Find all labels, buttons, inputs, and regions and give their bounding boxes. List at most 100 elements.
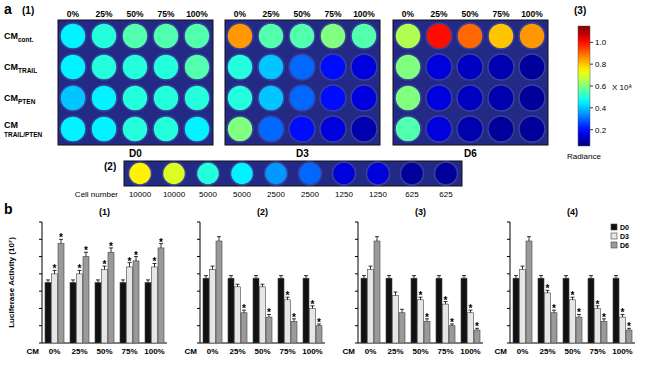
sub-label: (1) [22,5,34,16]
row-label-sub: TRAIL [18,67,37,74]
error-cap [204,275,208,276]
y-axis [42,222,43,343]
plate: 0%25%50%75%100%D3 [225,9,380,159]
row-label-sub: PTEN [18,98,36,105]
bar [576,317,582,343]
well [91,23,117,49]
significance-mark: * [134,250,138,261]
bar [310,308,316,343]
significance-mark: * [621,307,625,318]
bar [241,313,247,343]
error-bar [211,266,215,269]
x-tick-label: 100% [144,347,164,356]
well [426,54,452,80]
well [457,116,483,142]
error-line [212,266,213,269]
bar [588,278,594,343]
bar [260,287,266,343]
well [197,162,220,185]
column-label: 100% [521,9,543,19]
column-label: 0% [67,9,80,19]
bar [228,278,234,343]
error-line [395,292,396,295]
cell-number: 1250 [369,190,387,199]
error-cap [146,279,150,280]
well [258,116,284,142]
well [60,85,86,111]
cell-number: 625 [439,190,453,199]
well [153,116,179,142]
significance-mark: * [53,263,57,274]
error-line [377,237,378,241]
well [519,54,545,80]
well [258,85,284,111]
error-cap [589,275,593,276]
bar [620,317,626,343]
bar [443,304,449,343]
well [227,85,253,111]
chart-title: (3) [415,207,426,217]
colorbar-tick [590,86,593,87]
legend-swatch [611,224,617,230]
well [395,23,421,49]
well [227,54,253,80]
well [184,54,210,80]
well [122,54,148,80]
bar [613,278,619,343]
error-line [370,266,371,269]
column-label: 25% [430,9,447,19]
x-tick-label: 100% [612,347,632,356]
column-label: 50% [461,9,478,19]
error-cap [521,266,525,267]
error-cap [514,275,518,276]
error-cap [121,279,125,280]
legend-swatch [611,233,617,239]
panel-label: b [4,201,13,217]
bar [368,270,374,343]
colorbar-tick-label: 0.8 [595,60,607,69]
bar [203,278,209,343]
row-label: CMTRAIL/PTEN [4,120,43,138]
significance-mark: * [627,321,631,332]
bar [461,278,467,343]
x-tick-label: 75% [121,347,137,356]
bar [108,252,114,343]
column-label: 50% [293,9,310,19]
error-bar [279,276,283,279]
well [91,85,117,111]
error-bar [121,280,125,283]
legend-swatch [611,242,617,248]
error-bar [254,276,258,279]
bar [216,241,222,343]
well [153,54,179,80]
well [395,54,421,80]
bar [424,321,430,343]
bar [291,321,297,343]
column-label: 100% [186,9,208,19]
row-label: CMPTEN [4,93,36,105]
legend: D0D3D6 [611,224,629,249]
error-cap [564,275,568,276]
x-axis-label: CM [27,347,40,356]
error-bar [387,276,391,279]
colorbar-tick [590,64,593,65]
cell-number: 2500 [301,190,319,199]
error-cap [71,279,75,280]
x-tick-label: 0% [207,347,219,356]
error-bar [437,276,441,279]
sub-label: (3) [574,5,586,16]
significance-mark: * [286,290,290,301]
x-tick-label: 75% [279,347,295,356]
row-label-sub: TRAIL/PTEN [4,131,43,138]
significance-mark: * [546,283,550,294]
row-label-main: CM [4,62,18,72]
significance-mark: * [425,312,429,323]
bar [468,313,474,343]
bar [436,278,442,343]
significance-mark: * [292,312,296,323]
well [320,116,346,142]
chart: (1)0%**25%**50%**75%**100%**CMLuciferase… [7,207,167,356]
well [351,23,377,49]
column-label: 75% [324,9,341,19]
plate-background [393,20,548,145]
